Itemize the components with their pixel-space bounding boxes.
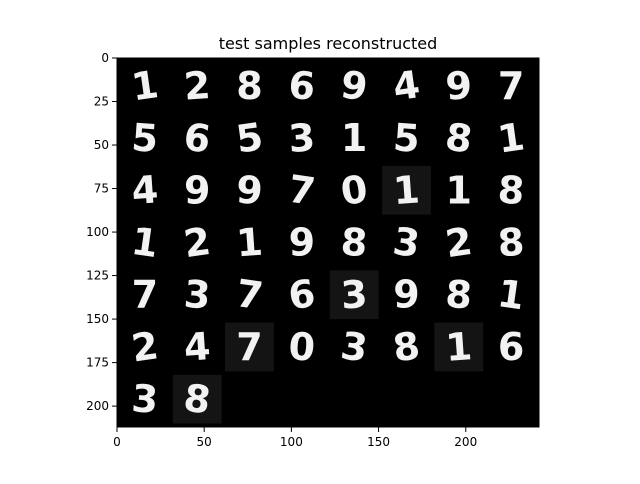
reconstructed-digit: 7	[236, 325, 262, 369]
reconstructed-digit: 8	[444, 272, 473, 318]
reconstructed-digit: 9	[235, 167, 264, 213]
reconstructed-digit: 3	[390, 219, 422, 266]
reconstructed-digit: 7	[498, 64, 524, 108]
reconstructed-digit: 6	[498, 325, 524, 369]
reconstructed-digit: 7	[286, 167, 318, 214]
x-tick-label: 0	[113, 435, 121, 449]
reconstructed-digit: 1	[129, 62, 161, 109]
reconstructed-digit: 9	[289, 221, 315, 265]
reconstructed-digit: 8	[390, 323, 422, 370]
reconstructed-digit: 3	[287, 115, 316, 161]
reconstructed-digit: 7	[132, 273, 158, 317]
y-tick-label: 100	[86, 225, 109, 239]
reconstructed-digit: 2	[129, 323, 161, 370]
tile-background	[225, 322, 274, 372]
reconstructed-digit: 6	[287, 63, 316, 109]
axes-frame	[116, 57, 540, 428]
x-tick-label: 100	[280, 435, 303, 449]
reconstructed-digit: 9	[393, 273, 419, 317]
y-tick-label: 200	[86, 399, 109, 413]
x-tick-label: 150	[367, 435, 390, 449]
reconstructed-digit: 1	[444, 324, 473, 370]
reconstructed-digit: 1	[129, 219, 161, 266]
image-tiles: 1 2 8 6 9 4 9 75 6 5 3 1 5 8 14 9 9 7 0 1 1 81 2 1 9 8 3 2 87 3 7 6 3 9 8 1…	[129, 62, 527, 424]
image-axes: 1 2 8 6 9 4 9 75 6 5 3 1 5 8 14 9 9 7 0 1 1 81 2 1 9 8 3 2 87 3 7 6 3 9 8 1…	[86, 51, 540, 449]
y-tick-label: 175	[86, 356, 109, 370]
tile-background	[434, 322, 484, 372]
reconstructed-digit: 1	[392, 167, 421, 213]
reconstructed-digit: 8	[339, 220, 368, 266]
reconstructed-digit: 3	[130, 376, 159, 422]
reconstructed-digit: 0	[287, 324, 316, 370]
x-axis-ticks: 0 50 100 150 200	[113, 427, 477, 449]
tile-background	[329, 270, 379, 320]
reconstructed-digit: 5	[130, 115, 159, 161]
y-tick-label: 0	[101, 51, 109, 65]
x-tick-label: 200	[454, 435, 477, 449]
reconstructed-digit: 4	[130, 167, 159, 213]
y-tick-label: 25	[94, 95, 109, 109]
reconstructed-digit: 1	[495, 114, 527, 161]
reconstructed-digit: 2	[443, 219, 475, 266]
reconstructed-digit: 1	[341, 116, 367, 160]
reconstructed-digit: 5	[233, 114, 265, 161]
reconstructed-digit: 8	[443, 114, 475, 161]
reconstructed-digit: 1	[495, 271, 527, 318]
reconstructed-digit: 0	[338, 167, 370, 214]
image-background	[117, 58, 539, 427]
reconstructed-digit: 9	[184, 168, 210, 212]
y-axis-ticks: 0 25 50 75 100 125 150 175 200	[86, 51, 117, 413]
reconstructed-digit: 4	[390, 62, 422, 109]
reconstructed-digit: 6	[286, 271, 318, 318]
reconstructed-digit: 9	[444, 63, 473, 109]
reconstructed-digit: 6	[181, 114, 213, 161]
reconstructed-digit: 8	[496, 167, 525, 213]
reconstructed-digit: 2	[181, 219, 213, 266]
reconstructed-digit: 3	[182, 272, 211, 318]
reconstructed-digit: 1	[446, 168, 472, 212]
reconstructed-digit: 8	[496, 220, 525, 266]
reconstructed-digit: 8	[181, 376, 213, 423]
reconstructed-digit: 9	[338, 62, 370, 109]
x-tick-label: 50	[197, 435, 212, 449]
y-tick-label: 75	[94, 182, 109, 196]
tile-background	[172, 374, 222, 424]
reconstructed-digit: 3	[339, 272, 368, 318]
reconstructed-digit: 1	[235, 220, 264, 266]
reconstructed-digit: 5	[392, 115, 421, 161]
y-tick-label: 125	[86, 269, 109, 283]
tile-background	[382, 165, 431, 215]
reconstructed-digit: 2	[182, 63, 211, 109]
y-tick-label: 150	[86, 312, 109, 326]
reconstructed-digit: 4	[182, 324, 211, 370]
reconstructed-digit: 8	[236, 64, 262, 108]
y-tick-label: 50	[94, 138, 109, 152]
reconstructed-digit: 7	[233, 271, 265, 318]
plot-title: test samples reconstructed	[219, 34, 438, 53]
reconstructed-digit: 3	[338, 323, 370, 370]
